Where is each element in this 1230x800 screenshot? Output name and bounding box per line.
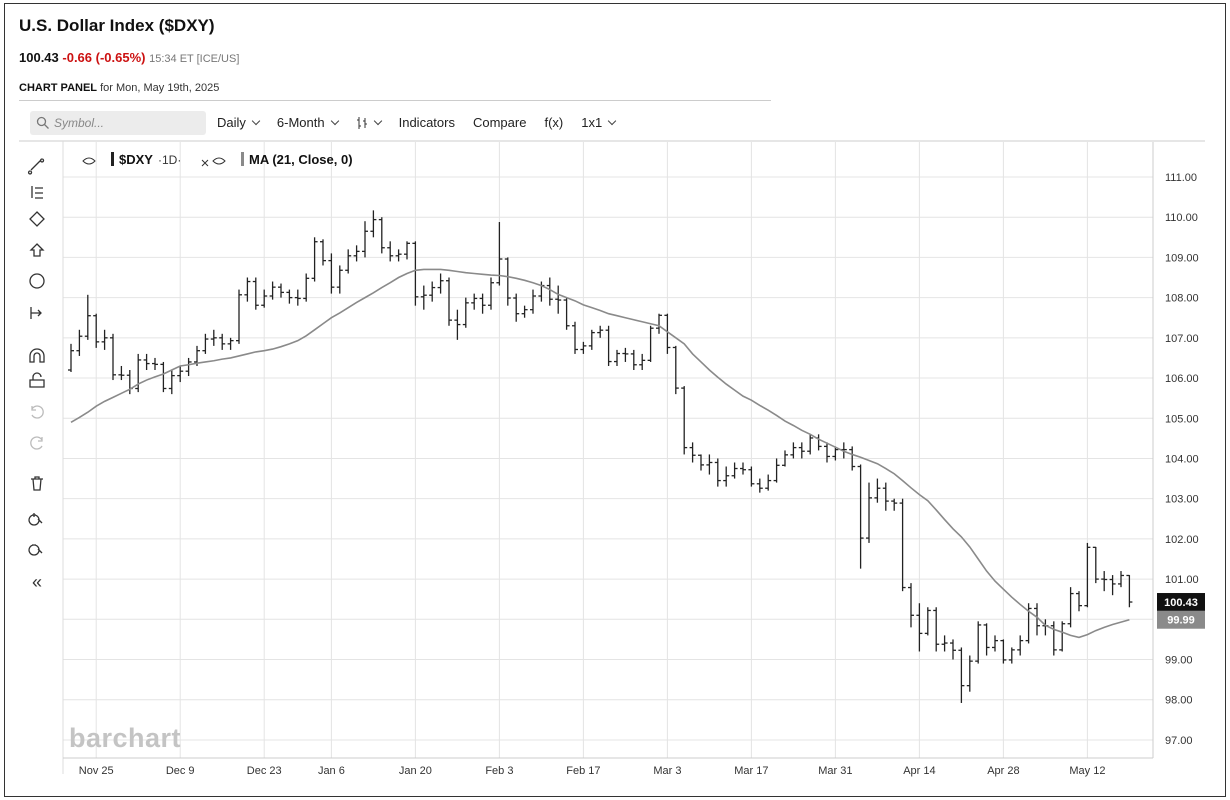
x-tick-label: Mar 3 xyxy=(653,765,681,777)
legend-swatch xyxy=(241,152,244,166)
x-tick-label: Nov 25 xyxy=(79,765,114,777)
tool-magnet[interactable] xyxy=(29,348,45,363)
tool-undo[interactable] xyxy=(31,405,44,419)
function-button[interactable]: f(x) xyxy=(544,111,563,135)
tool-shape[interactable] xyxy=(29,211,45,227)
title: U.S. Dollar Index ($DXY) xyxy=(19,16,215,35)
watermark: barchart xyxy=(69,723,181,753)
x-tick-label: Jan 20 xyxy=(399,765,432,777)
tool-line[interactable] xyxy=(27,158,45,175)
page: U.S. Dollar Index ($DXY) 100.43 -0.66 (-… xyxy=(4,3,1226,797)
symbol-search[interactable]: Symbol... xyxy=(30,111,206,135)
y-tick-label: 101.00 xyxy=(1165,574,1199,586)
tool-zoom-out[interactable] xyxy=(28,544,43,556)
x-tick-label: May 12 xyxy=(1069,765,1105,777)
y-tick-label: 97.00 xyxy=(1165,735,1193,747)
toolbar-item: 6-Month xyxy=(276,115,325,130)
bar-type-icon xyxy=(356,117,367,129)
y-tick-label: 104.00 xyxy=(1165,453,1199,465)
chart: « $DXY ·1D· MA (21, Close, 0) 97.00 98.00… xyxy=(19,140,1205,777)
legend-series: MA (21, Close, 0) xyxy=(249,152,353,167)
bar-type-menu[interactable] xyxy=(356,111,382,135)
toolbar-item: Daily xyxy=(217,115,246,130)
toolbar-item: Indicators xyxy=(398,115,455,130)
x-tick-label: Feb 3 xyxy=(485,765,513,777)
panel-date: for Mon, May 19th, 2025 xyxy=(100,82,220,94)
x-tick-label: Dec 9 xyxy=(166,765,195,777)
y-tick-label: 111.00 xyxy=(1165,172,1197,184)
y-tick-label: 99.00 xyxy=(1165,655,1193,667)
range-menu[interactable]: 6-Month xyxy=(276,111,339,135)
tool-lock[interactable] xyxy=(29,372,45,388)
y-tick-label: 108.00 xyxy=(1165,293,1199,305)
last-price-label: 100.43 xyxy=(1164,597,1198,609)
legend-series: $DXY xyxy=(119,152,153,167)
legend-swatch xyxy=(111,152,114,166)
toolbar: Daily 6-Month Indicators Compare f(x) 1x… xyxy=(217,111,633,135)
y-tick-label: 107.00 xyxy=(1165,333,1199,345)
toolbar-item: 1x1 xyxy=(581,115,603,130)
interval-menu[interactable]: Daily xyxy=(217,111,261,135)
x-tick-label: Apr 28 xyxy=(987,765,1019,777)
y-tick-label: 98.00 xyxy=(1165,695,1193,707)
legend-interval: ·1D· xyxy=(158,153,181,167)
tool-annotation[interactable] xyxy=(29,273,45,289)
separator xyxy=(19,100,771,101)
panel-name: CHART PANEL xyxy=(19,82,98,94)
y-tick-label: 110.00 xyxy=(1165,212,1198,224)
last-price-box xyxy=(1157,593,1205,612)
y-tick-label: 105.00 xyxy=(1165,413,1199,425)
legend: $DXY ·1D· MA (21, Close, 0) xyxy=(82,152,353,167)
quote-time: 15:34 ET [ICE/US] xyxy=(149,53,240,65)
compare-button[interactable]: Compare xyxy=(473,111,526,135)
price-bars xyxy=(68,210,1133,703)
y-tick-label: 106.00 xyxy=(1165,373,1199,385)
tool-zoom-in[interactable] xyxy=(28,513,43,526)
collapse-sidebar[interactable]: « xyxy=(32,572,42,592)
ma-price-label: 99.99 xyxy=(1167,615,1195,627)
ma-price-box xyxy=(1157,610,1205,629)
toolbar-item: Compare xyxy=(472,115,527,130)
tool-measure[interactable] xyxy=(30,307,42,319)
panel-label: CHART PANEL for Mon, May 19th, 2025 xyxy=(19,82,219,94)
x-tick-label: Mar 31 xyxy=(818,765,852,777)
tool-redo[interactable] xyxy=(30,436,43,450)
indicators-button[interactable]: Indicators xyxy=(399,111,455,135)
remove-icon[interactable] xyxy=(201,159,209,167)
x-tick-label: Mar 17 xyxy=(734,765,768,777)
layout-menu[interactable]: 1x1 xyxy=(581,111,617,135)
search-placeholder: Symbol... xyxy=(54,116,105,130)
toolbar-item: f(x) xyxy=(544,115,564,130)
price-change: -0.66 (-0.65%) xyxy=(62,50,146,65)
eye-icon[interactable] xyxy=(212,157,226,165)
x-tick-label: Feb 17 xyxy=(566,765,600,777)
x-tick-label: Apr 14 xyxy=(903,765,935,777)
y-tick-label: 103.00 xyxy=(1165,494,1199,506)
drawing-tools xyxy=(27,158,45,556)
tool-arrow[interactable] xyxy=(29,243,45,257)
last-price: 100.43 xyxy=(19,50,59,65)
tool-fib[interactable] xyxy=(31,186,43,199)
y-tick-label: 109.00 xyxy=(1165,252,1199,264)
grid xyxy=(63,142,1153,758)
x-tick-label: Jan 6 xyxy=(318,765,345,777)
y-tick-label: 102.00 xyxy=(1165,534,1199,546)
quote: 100.43 -0.66 (-0.65%) 15:34 ET [ICE/US] xyxy=(19,50,239,65)
eye-icon[interactable] xyxy=(82,157,96,165)
tool-delete[interactable] xyxy=(31,476,43,491)
x-tick-label: Dec 23 xyxy=(247,765,282,777)
search-icon xyxy=(36,116,49,129)
moving-average xyxy=(70,268,1130,639)
